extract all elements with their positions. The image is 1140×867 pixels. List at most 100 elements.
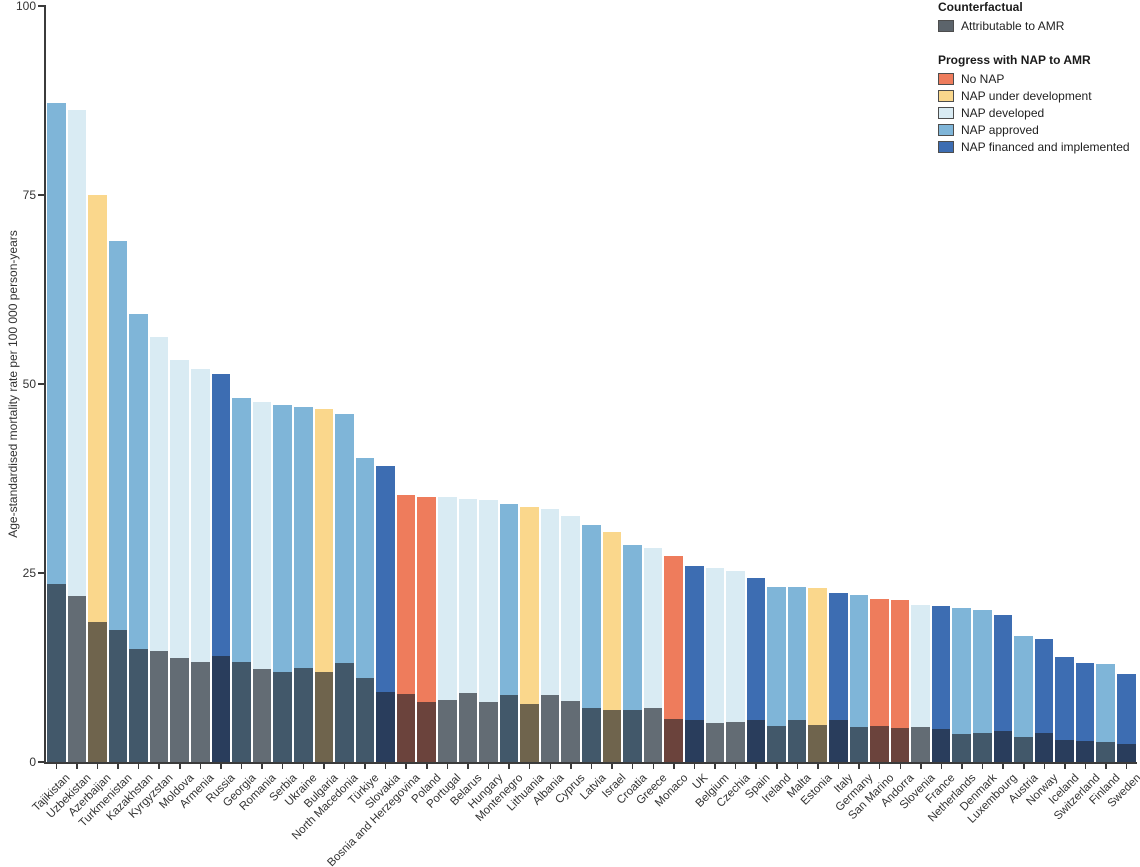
x-tick: [302, 763, 305, 769]
bar-kyrgyzstan: [149, 337, 169, 762]
bar-bulgaria: [314, 408, 334, 762]
bar-luxembourg: [993, 614, 1013, 762]
bar-norway: [1034, 638, 1054, 762]
attributable-segment: [479, 701, 498, 762]
x-tick: [426, 763, 428, 769]
attributable-segment: [232, 662, 251, 762]
legend-swatch-financed: [938, 141, 954, 153]
x-tick: [199, 763, 202, 769]
attributable-segment: [623, 709, 642, 762]
x-axis-line: [44, 762, 1137, 764]
attributable-segment: [870, 725, 889, 762]
x-tick: [549, 763, 552, 769]
x-tick: [631, 763, 634, 769]
attributable-segment: [1014, 737, 1033, 762]
bar-north-macedonia: [335, 414, 354, 762]
x-tick: [76, 763, 78, 769]
attributable-segment: [47, 584, 66, 762]
attributable-segment: [911, 727, 930, 762]
x-tick: [240, 763, 243, 769]
x-tick: [1043, 763, 1046, 769]
bar-serbia: [273, 405, 292, 762]
bar-san-marino: [870, 598, 889, 762]
legend-item-attributable-to-amr: Attributable to AMR: [938, 20, 1130, 32]
bar-andorra: [890, 600, 910, 762]
attributable-segment: [540, 694, 560, 762]
bar-moldova: [170, 359, 190, 762]
bar-spain: [746, 577, 766, 762]
legend-nap-items: No NAP NAP under development NAP developed…: [938, 73, 1130, 153]
y-tick-label-75: 75: [22, 188, 36, 202]
attributable-segment: [602, 709, 622, 762]
x-tick: [734, 763, 737, 769]
bar-france: [931, 606, 951, 762]
attributable-segment: [787, 720, 807, 762]
bar-germany: [849, 594, 869, 762]
attributable-segment: [335, 662, 354, 762]
bar-albania: [540, 508, 560, 762]
x-tick: [487, 763, 490, 769]
attributable-segment: [355, 678, 375, 762]
bar-slovakia: [376, 465, 395, 762]
bar-ukraine: [293, 407, 313, 762]
attributable-segment: [561, 700, 581, 762]
bar-armenia: [191, 368, 210, 762]
legend-swatch-no-nap: [938, 73, 954, 85]
attributable-segment: [170, 658, 190, 762]
bar-uzbekistan: [67, 110, 87, 762]
x-tick: [570, 763, 572, 769]
legend-swatch-attributable-to-amr: [938, 20, 954, 32]
bar-malta: [787, 586, 807, 762]
attributable-segment: [1034, 732, 1054, 762]
x-tick: [673, 763, 675, 769]
bar-bosnia-and-herzegovina: [396, 495, 416, 762]
x-tick: [55, 763, 58, 769]
bar-belgium: [705, 567, 725, 762]
x-tick: [652, 763, 654, 769]
bar-hungary: [479, 500, 498, 762]
legend-label-developed: NAP developed: [961, 106, 1045, 120]
attributable-segment: [684, 720, 704, 762]
x-tick: [1084, 763, 1087, 769]
bar-ireland: [767, 586, 786, 762]
x-tick: [1064, 763, 1066, 769]
bar-poland: [417, 496, 436, 762]
attributable-segment: [314, 672, 334, 762]
bar-greece: [643, 548, 663, 762]
bar-kazakhstan: [129, 313, 148, 762]
attributable-segment: [396, 693, 416, 762]
legend-counterfactual-title: Counterfactual: [938, 0, 1023, 14]
x-tick: [817, 763, 819, 769]
attributable-segment: [664, 718, 683, 762]
x-tick: [1105, 763, 1107, 769]
bar-series: [47, 6, 1136, 762]
attributable-segment: [376, 692, 395, 762]
bar-croatia: [623, 545, 642, 762]
attributable-segment: [808, 724, 827, 762]
bar-czechia: [726, 570, 745, 762]
legend-label-no-nap: No NAP: [961, 72, 1005, 86]
legend-swatch-approved: [938, 124, 954, 136]
legend-swatch-developed: [938, 107, 954, 119]
legend-label-under-development: NAP under development: [961, 89, 1092, 103]
x-tick: [776, 763, 778, 769]
y-axis-line: [44, 5, 46, 763]
x-tick: [384, 763, 387, 769]
x-tick: [343, 763, 346, 769]
bar-cyprus: [561, 516, 581, 762]
x-tick: [281, 763, 284, 769]
attributable-segment: [273, 672, 292, 762]
attributable-segment: [828, 720, 848, 762]
attributable-segment: [1055, 740, 1074, 762]
attributable-segment: [973, 732, 992, 762]
legend-swatch-under-development: [938, 90, 954, 102]
x-tick: [920, 763, 922, 769]
x-tick: [179, 763, 181, 769]
x-tick: [961, 763, 963, 769]
x-tick: [858, 763, 860, 769]
legend-item-under-development: NAP under development: [938, 90, 1130, 102]
y-tick-0: [38, 761, 44, 763]
x-tick: [117, 763, 119, 769]
bar-russia: [211, 374, 231, 762]
